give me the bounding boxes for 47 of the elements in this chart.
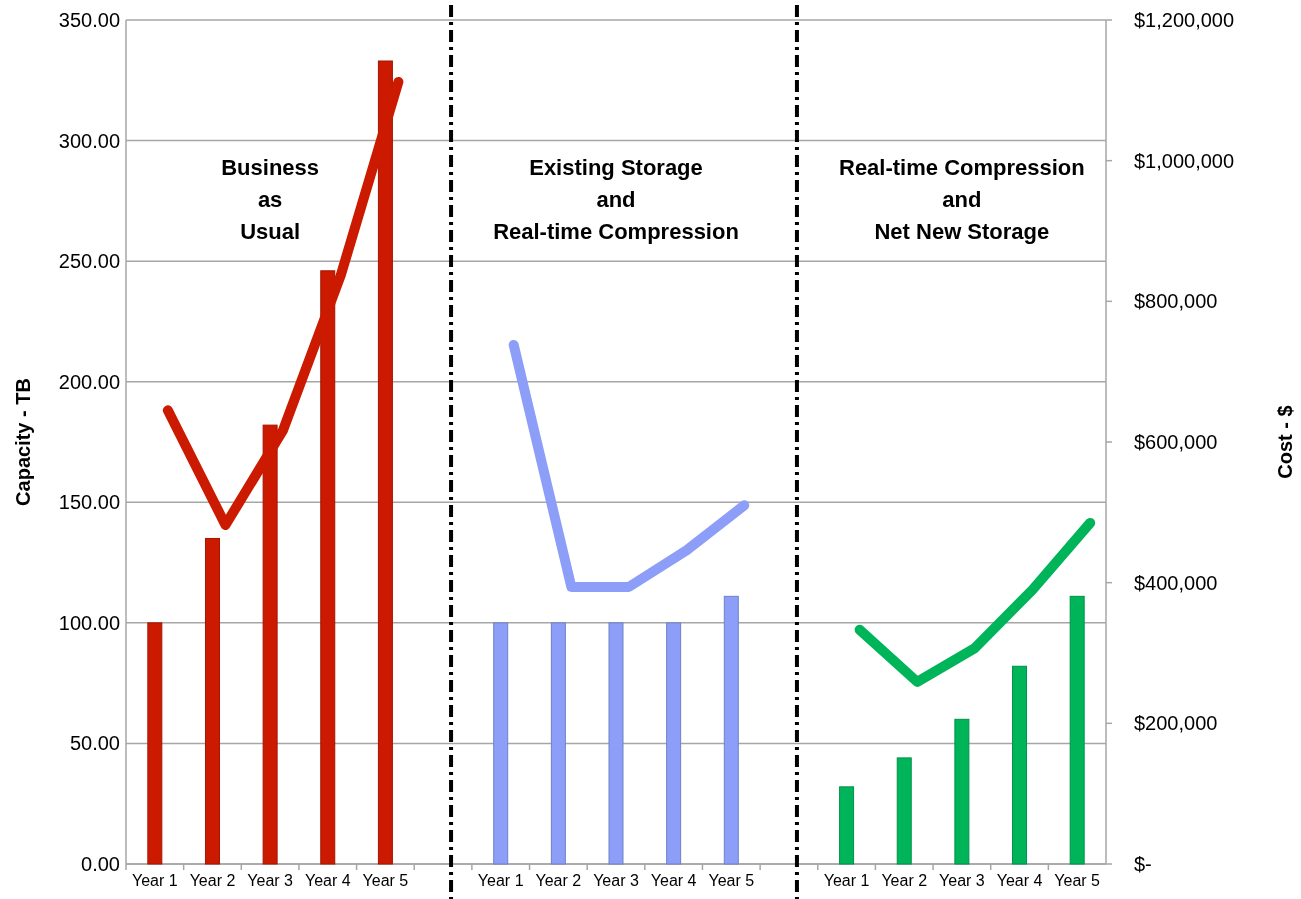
x-tick-label: Year 1 [477, 872, 524, 889]
x-tick-label: Year 5 [362, 872, 409, 889]
y-tick-label: 350.00 [58, 9, 120, 31]
x-tick-label: Year 1 [131, 872, 178, 889]
x-tick-label: Year 4 [996, 872, 1043, 889]
y2-tick-label: $1,200,000 [1134, 9, 1235, 31]
bar [550, 622, 566, 865]
y-tick-label: 300.00 [58, 129, 120, 152]
y-tick-label: 250.00 [58, 250, 120, 273]
bar [723, 595, 739, 865]
annotation: Real-time Compression and Net New Storage [839, 155, 1085, 244]
y-tick-label: 50.00 [69, 732, 120, 755]
x-tick-label: Year 5 [708, 872, 755, 889]
bar [204, 537, 220, 865]
y-axis-title: Capacity - TB [12, 378, 34, 506]
x-tick-label: Year 2 [189, 872, 236, 889]
x-tick-label: Year 3 [593, 872, 639, 889]
y2-tick-label: $600,000 [1134, 431, 1218, 453]
x-tick-label: Year 4 [650, 872, 697, 889]
x-tick-label: Year 2 [881, 872, 928, 889]
y2-tick-label: $- [1134, 853, 1152, 875]
bar [666, 622, 682, 865]
bar [839, 786, 855, 865]
bar [493, 622, 509, 865]
y-tick-label: 100.00 [58, 611, 120, 634]
bar [147, 622, 163, 865]
bar [954, 718, 970, 865]
annotation: Existing Storage and Real-time Compression [493, 155, 739, 244]
bar [1069, 595, 1085, 865]
y2-tick-label: $1,000,000 [1134, 149, 1235, 172]
y2-axis-title: Cost - $ [1274, 405, 1296, 479]
y-tick-label: 0.00 [81, 853, 120, 875]
y-tick-label: 150.00 [58, 491, 120, 514]
bar [896, 757, 912, 865]
y2-tick-label: $400,000 [1134, 571, 1218, 594]
x-tick-label: Year 1 [823, 872, 870, 889]
y2-tick-label: $800,000 [1134, 290, 1218, 313]
y2-tick-label: $200,000 [1134, 712, 1218, 735]
x-tick-label: Year 4 [304, 872, 351, 889]
x-tick-label: Year 3 [939, 872, 985, 889]
bar [1012, 665, 1028, 865]
x-tick-label: Year 5 [1054, 872, 1101, 889]
annotation: Business as Usual [221, 155, 320, 244]
bar [608, 622, 624, 865]
y-tick-label: 200.00 [58, 370, 120, 393]
x-tick-label: Year 3 [247, 872, 294, 889]
x-tick-label: Year 2 [535, 872, 582, 889]
